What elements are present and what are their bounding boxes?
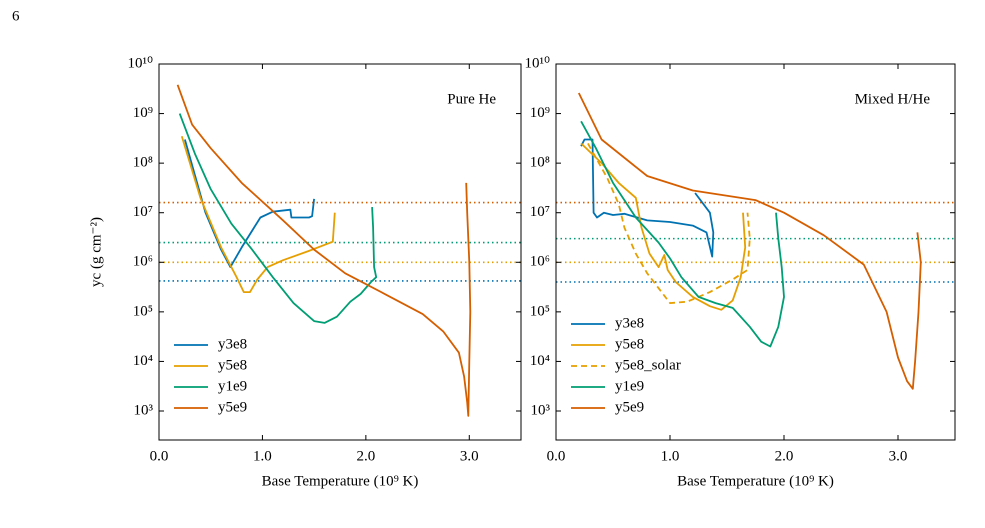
- series-line: [580, 142, 747, 311]
- series-line: [178, 113, 378, 324]
- x-tick-label: 3.0: [460, 448, 479, 464]
- legend-label: y5e8: [615, 336, 644, 352]
- plot-frame: [555, 63, 956, 441]
- y-tick-label: 10⁸: [133, 155, 153, 171]
- y-tick-label: 10³: [531, 402, 551, 418]
- series-line: [176, 84, 472, 417]
- legend-label: y1e9: [615, 378, 644, 394]
- x-tick-label: 2.0: [356, 448, 375, 464]
- y-tick-label: 10⁵: [530, 303, 550, 319]
- y-tick-label: 10⁶: [133, 254, 153, 270]
- x-tick-label: 2.0: [775, 448, 794, 464]
- x-axis-label: Base Temperature (10⁹ K): [677, 473, 834, 489]
- y-tick-label: 10¹⁰: [524, 55, 550, 71]
- legend-label: y5e9: [615, 399, 644, 415]
- y-tick-label: 10⁴: [133, 353, 153, 369]
- series-line: [580, 120, 785, 348]
- legend-label: y5e8_solar: [615, 357, 681, 373]
- legend-label: y3e8: [615, 315, 644, 331]
- x-tick-label: 1.0: [253, 448, 272, 464]
- y-tick-label: 10³: [134, 402, 154, 418]
- x-tick-label: 0.0: [547, 448, 566, 464]
- legend-label: y1e9: [218, 378, 247, 394]
- x-tick-label: 0.0: [150, 448, 169, 464]
- y-tick-label: 10⁴: [530, 353, 550, 369]
- legend-label: y5e8: [218, 357, 247, 373]
- series-line: [587, 142, 751, 304]
- y-tick-label: 10⁵: [133, 303, 153, 319]
- y-tick-label: 10⁸: [530, 155, 550, 171]
- series-line: [577, 92, 922, 390]
- y-tick-label: 10⁷: [530, 204, 550, 220]
- y-axis-label: yc (g cm⁻²): [88, 217, 104, 287]
- legend-label: y5e9: [218, 399, 247, 415]
- y-tick-label: 10¹⁰: [127, 55, 153, 71]
- y-tick-label: 10⁶: [530, 254, 550, 270]
- y-tick-label: 10⁹: [133, 105, 153, 121]
- x-tick-label: 3.0: [889, 448, 908, 464]
- plot-frame: [158, 63, 522, 441]
- y-tick-label: 10⁷: [133, 204, 153, 220]
- y-tick-label: 10⁹: [530, 105, 550, 121]
- x-tick-label: 1.0: [661, 448, 680, 464]
- x-axis-label: Base Temperature (10⁹ K): [262, 473, 419, 489]
- legend-label: y3e8: [218, 336, 247, 352]
- annotation: Mixed H/He: [855, 91, 931, 107]
- annotation: Pure He: [447, 91, 496, 107]
- page-number: 6: [12, 8, 20, 24]
